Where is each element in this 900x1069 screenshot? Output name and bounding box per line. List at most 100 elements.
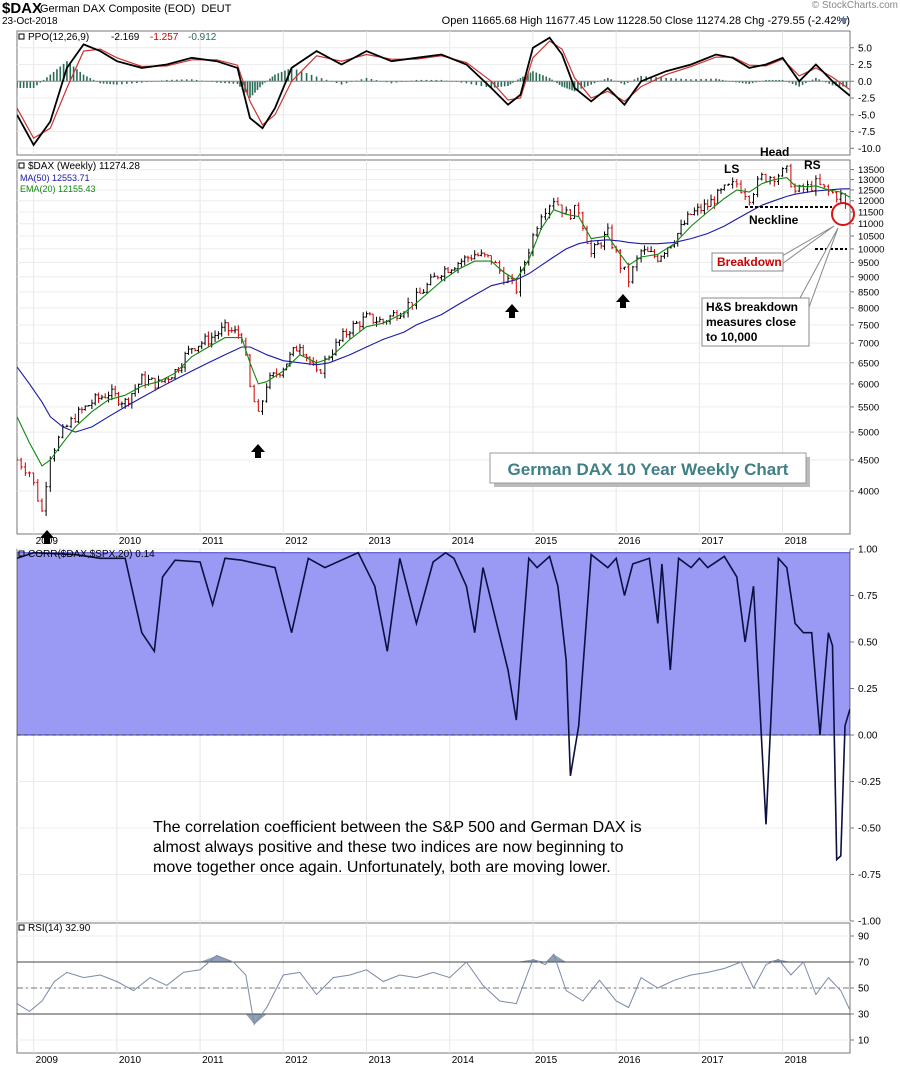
corr-range-band	[17, 552, 850, 736]
ppo-histogram-bar	[106, 81, 108, 84]
ppo-histogram-bar	[538, 73, 541, 82]
ppo-histogram-bar	[32, 81, 35, 88]
ppo-histogram-bar	[36, 81, 38, 86]
price-ytick-label: 4000	[858, 487, 879, 498]
price-ytick-label: 10500	[858, 232, 884, 243]
ppo-histogram-bar	[56, 69, 58, 82]
ppo-histogram-bar	[620, 81, 622, 84]
rsi-ytick-label: 70	[858, 958, 870, 969]
rsi-xtick-label: 2018	[785, 1055, 808, 1066]
price-legend: $DAX (Weekly) 11274.28 MA(50) 12553.71 E…	[18, 161, 140, 194]
ppo-histogram-bar	[274, 74, 276, 82]
price-ytick-label: 13500	[858, 165, 884, 176]
ppo-histogram-bar	[705, 78, 707, 82]
low-arrows	[40, 294, 630, 544]
up-arrow-icon	[40, 530, 54, 544]
ppo-histogram-bar	[109, 81, 112, 85]
ppo-histogram-bar	[509, 81, 512, 85]
ppo-ytick-label: 0.0	[858, 77, 872, 88]
price-ytick-label: 6500	[858, 358, 879, 369]
ppo-histogram-bar	[558, 81, 561, 85]
ppo-histogram-bar	[811, 79, 814, 82]
rsi-xtick-label: 2011	[202, 1055, 224, 1066]
ppo-histogram-bar	[801, 81, 804, 85]
price-xtick-label: 2010	[119, 536, 142, 547]
price-ytick-label: 8000	[858, 303, 879, 314]
ppo-histogram-bar	[49, 74, 52, 82]
ppo-histogram-bar	[590, 81, 592, 85]
ppo-histogram-bar	[102, 81, 105, 84]
ppo-histogram-bar	[633, 79, 636, 82]
ppo-histogram-bar	[99, 81, 102, 84]
breakdown-circle	[831, 202, 855, 226]
ppo-ytick-label: -10.0	[858, 144, 881, 155]
chart-date: 23-Oct-2018	[2, 16, 58, 27]
ppo-histogram-bar	[390, 81, 393, 84]
ppo-histogram-bar	[305, 73, 308, 82]
rsi-line	[17, 953, 850, 1026]
ppo-histogram-bar	[788, 81, 791, 83]
ppo-histogram-bar	[92, 79, 95, 82]
ppo-histogram-bar	[535, 72, 538, 82]
ppo-histogram-bar	[627, 81, 629, 83]
ppo-histogram-bar	[320, 78, 323, 82]
ppo-histogram-bar	[280, 71, 283, 82]
up-arrow-icon	[251, 444, 265, 458]
price-ytick-label: 11000	[858, 219, 884, 230]
ppo-histogram-bar	[22, 81, 25, 88]
rsi-xtick-label: 2014	[452, 1055, 475, 1066]
ppo-histogram-bar	[415, 79, 418, 82]
ppo-histogram-bar	[395, 81, 398, 83]
ppo-histogram-bar	[259, 81, 261, 88]
ppo-histogram-bar	[228, 81, 231, 84]
ppo-histogram-bar	[435, 79, 438, 82]
corr-legend: CORR($DAX,$SPX,20) 0.14	[18, 549, 155, 560]
ppo-histogram-bar	[571, 81, 573, 91]
ppo-histogram-bar	[778, 79, 781, 82]
price-xtick-label: 2012	[285, 536, 308, 547]
ppo-histogram-bar	[284, 70, 286, 82]
ppo-histogram-bar	[548, 77, 551, 82]
ppo-histogram-bar	[610, 79, 612, 82]
ppo-histogram-bar	[215, 81, 218, 83]
ppo-histogram-bar	[112, 81, 115, 85]
ppo-histogram-bar	[665, 77, 667, 82]
rsi-legend: RSI(14) 32.90	[18, 923, 91, 934]
price-legend-label: $DAX (Weekly) 11274.28	[28, 161, 140, 172]
price-xtick-label: 2014	[452, 536, 475, 547]
ma50-line	[17, 188, 850, 433]
hs-callout-line-3: to 10,000	[706, 330, 758, 344]
ppo-histogram-bar	[838, 81, 841, 87]
ppo-histogram-bar	[315, 76, 318, 82]
ema20-line	[17, 177, 850, 467]
ppo-histogram-bar	[805, 81, 807, 84]
ppo-histogram-bar	[190, 79, 193, 82]
ppo-histogram-bar	[587, 81, 589, 86]
ppo-histogram-bar	[136, 81, 138, 84]
ppo-histogram-bar	[640, 75, 642, 82]
ppo-ytick-label: -7.5	[858, 127, 876, 138]
quote-readout: Open 11665.68 High 11677.45 Low 11228.50…	[441, 15, 850, 27]
ppo-line	[17, 36, 850, 147]
ppo-histogram-bar	[603, 79, 606, 82]
price-ytick-label: 5500	[858, 402, 879, 413]
ppo-histogram-bar	[815, 77, 817, 82]
ppo-legend-line: -2.169	[111, 32, 140, 43]
ppo-histogram-bar	[180, 79, 183, 82]
ppo-histogram-bar	[475, 81, 478, 86]
symbol-label: $DAX	[2, 0, 43, 17]
ppo-histogram-bar	[748, 81, 751, 84]
ppo-histogram-bar	[670, 78, 672, 82]
ppo-histogram-bar	[755, 81, 757, 83]
chevron-down-icon[interactable]	[840, 18, 848, 24]
ppo-ytick-label: -5.0	[858, 110, 876, 121]
rsi-xtick-label: 2013	[369, 1055, 392, 1066]
ppo-histogram-bar	[500, 81, 503, 87]
ppo-histogram-bar	[26, 81, 28, 88]
rsi-ytick-label: 10	[858, 1036, 870, 1047]
rsi-xtick-label: 2009	[36, 1055, 59, 1066]
ppo-histogram-bar	[583, 81, 586, 88]
ppo-histogram-bar	[566, 81, 568, 89]
rsi-xtick-label: 2010	[119, 1055, 142, 1066]
ppo-histogram-bar	[335, 81, 338, 84]
